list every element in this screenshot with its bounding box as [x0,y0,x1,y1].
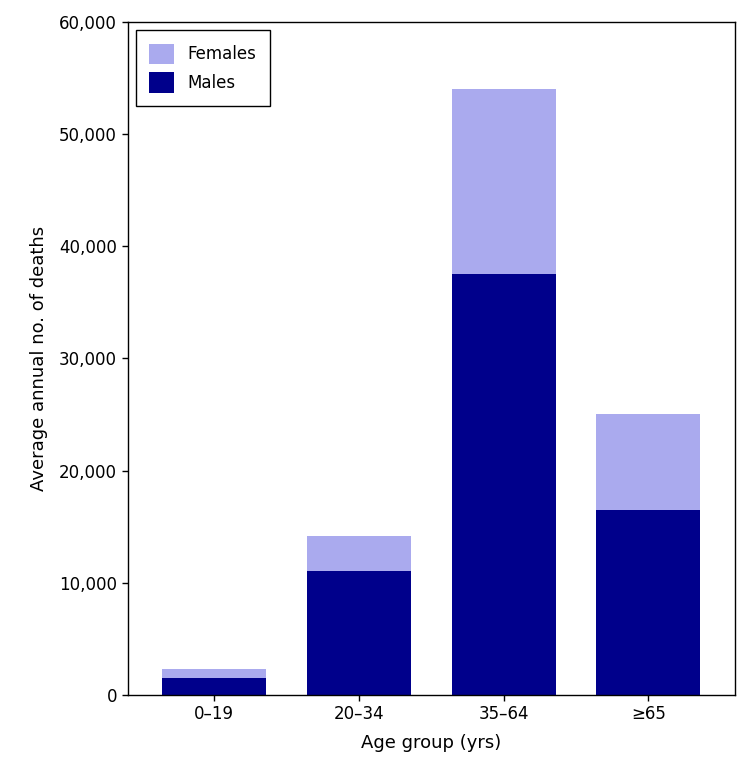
Bar [596,510,700,695]
Bar [452,274,556,695]
Bar [162,678,266,695]
Bar [307,536,411,572]
Legend: Females, Males: Females, Males [136,31,270,106]
Bar [307,572,411,695]
Bar [452,89,556,274]
X-axis label: Age group (yrs): Age group (yrs) [362,734,502,752]
Bar [162,669,266,678]
Bar [596,414,700,510]
Y-axis label: Average annual no. of deaths: Average annual no. of deaths [30,226,48,491]
